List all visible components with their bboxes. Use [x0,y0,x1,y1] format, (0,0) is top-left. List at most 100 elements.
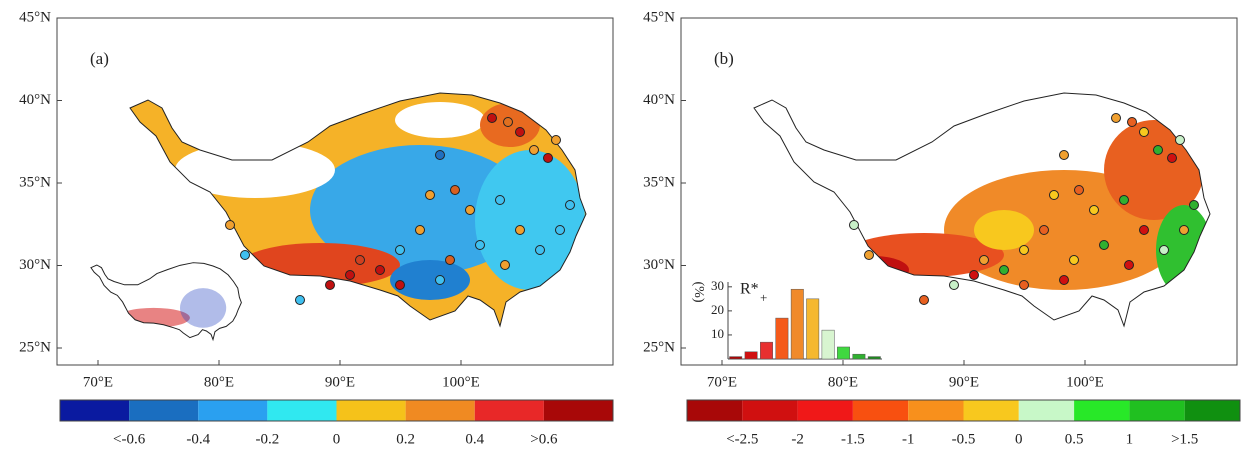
colorbar-swatch [908,400,964,421]
lon-tick-label: 80°E [828,374,858,390]
station [465,205,475,215]
station [240,250,250,260]
station [1139,225,1149,235]
colorbar-swatch [963,400,1019,421]
station [555,225,565,235]
histogram-bar [806,298,820,360]
station [535,245,545,255]
colorbar-label: -1.5 [841,431,865,447]
station [450,185,460,195]
station [503,117,513,127]
lat-tick-label: 45°N [643,9,675,25]
station [475,240,485,250]
colorbar-label: -0.2 [256,431,280,447]
colorbar-label: 0.2 [396,431,415,447]
colorbar-label: 0.4 [465,431,484,447]
histogram-bg [728,282,882,359]
colorbar-label: -0.5 [952,431,976,447]
station [1175,135,1185,145]
station [435,275,445,285]
colorbar-swatch [336,400,406,421]
station [1059,275,1069,285]
station [1159,245,1169,255]
station [1099,240,1109,250]
station [425,190,435,200]
station [1019,245,1029,255]
lon-tick-label: 100°E [442,374,480,390]
colorbar-label: >0.6 [530,431,558,447]
histogram-bar [729,356,743,360]
lat-tick-label: 40°N [19,92,51,108]
station [295,295,305,305]
lat-tick-label: 30°N [19,257,51,273]
colorbar-swatch [1129,400,1185,421]
station [864,250,874,260]
panel-label: (a) [90,49,109,68]
colorbar-label: -2 [791,431,804,447]
station [919,295,929,305]
lon-tick-label: 70°E [707,374,737,390]
station [435,150,445,160]
colorbar-frame [686,399,1241,422]
inset-map [90,262,242,341]
station [515,127,525,137]
station [355,255,365,265]
lon-tick-label: 70°E [83,374,113,390]
colorbar-swatch [474,400,544,421]
colorbar-swatch [1018,400,1075,421]
histogram-tick-label: 10 [711,326,724,341]
colorbar-label: <-0.6 [113,431,146,447]
map-frame [56,17,614,366]
station [1074,185,1084,195]
station [345,270,355,280]
station [395,245,405,255]
lat-tick-label: 25°N [643,339,675,355]
colorbar-label: >1.5 [1171,431,1198,447]
panel-a: (a) 25°N 30°N 35°N 40°N 45°N 70°E 80°E 90°E 100°E [19,9,614,390]
station [1049,190,1059,200]
station [999,265,1009,275]
station [375,265,385,275]
panel-label: (b) [714,49,734,68]
histogram-label-sub: + [760,290,767,305]
colorbar-swatch [687,400,743,421]
station [969,270,979,280]
colorbar-frame [59,399,614,422]
station [445,255,455,265]
station [1089,205,1099,215]
lat-tick-label: 45°N [19,9,51,25]
colorbar-swatch [852,400,909,421]
histogram-label: R* [740,281,759,298]
colorbar-swatch [405,400,475,421]
histogram-bar [775,317,789,360]
station [1019,280,1029,290]
station [1119,195,1129,205]
station [949,280,959,290]
colorbar-label: 0.5 [1065,431,1084,447]
colorbar-swatch [1184,400,1240,421]
histogram-bar [744,351,758,360]
lon-tick-label: 90°E [949,374,979,390]
histogram-bar [867,356,881,360]
colorbar-swatch [1074,400,1130,421]
colorbar-label: -1 [902,431,915,447]
station [1059,150,1069,160]
panel-b: (b) 25°N 30°N 35°N 40°N 45°N 70°E 80°E 90°E 100°E… [643,9,1238,390]
lon-tick-label: 80°E [204,374,234,390]
station [1127,117,1137,127]
colorbar-label: 0 [333,431,341,447]
station [849,220,859,230]
station [500,260,510,270]
histogram-bar [837,346,850,360]
histogram-bar [821,329,835,360]
lat-tick-label: 25°N [19,339,51,355]
station [529,145,539,155]
colorbar-swatch [129,400,199,421]
colorbar-swatch [60,400,130,421]
station [551,135,561,145]
colorbar-swatch [267,400,337,421]
station [415,225,425,235]
histogram-bar [790,288,804,360]
histogram-tick-label: 20 [711,302,724,317]
